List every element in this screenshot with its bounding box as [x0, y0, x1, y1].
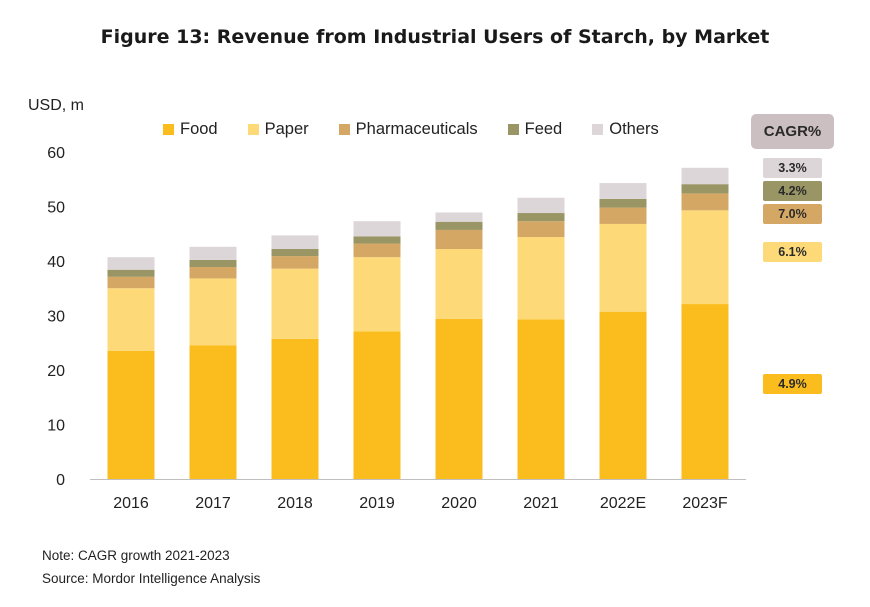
- bar-segment-pharmaceuticals: [681, 193, 729, 211]
- x-tick-label: 2021: [523, 495, 559, 512]
- legend-swatch: [247, 124, 259, 135]
- x-tick-label: 2022E: [600, 495, 646, 512]
- y-tick-label: 10: [47, 418, 65, 435]
- y-tick-label: 60: [47, 145, 65, 162]
- bar-segment-paper: [353, 257, 401, 332]
- bar-segment-paper: [681, 210, 729, 305]
- y-tick-label: 50: [47, 200, 65, 217]
- bar-segment-pharmaceuticals: [271, 256, 319, 269]
- bar-segment-others: [107, 257, 155, 270]
- bar-segment-feed: [353, 236, 401, 244]
- bar-segment-paper: [599, 223, 647, 312]
- legend-label: Others: [609, 120, 659, 138]
- bar-segment-paper: [107, 288, 155, 351]
- y-tick-label: 0: [56, 472, 65, 489]
- bar-segment-paper: [517, 237, 565, 320]
- bar-segment-food: [599, 311, 647, 479]
- legend-item-food: Food: [163, 120, 218, 139]
- bar-segment-paper: [189, 278, 237, 346]
- bar-segment-paper: [271, 268, 319, 339]
- legend-label: Food: [180, 120, 218, 138]
- bar-segment-pharmaceuticals: [517, 221, 565, 238]
- y-tick-label: 20: [47, 363, 65, 380]
- legend: Food Paper Pharmaceuticals Feed Others: [163, 120, 659, 139]
- x-tick-label: 2020: [441, 495, 477, 512]
- bar-segment-food: [107, 350, 155, 479]
- bar-segment-feed: [189, 259, 237, 267]
- x-tick-label: 2018: [277, 495, 313, 512]
- legend-swatch: [507, 124, 519, 135]
- legend-item-pharmaceuticals: Pharmaceuticals: [338, 120, 478, 139]
- bar-segment-feed: [271, 249, 319, 257]
- legend-swatch: [163, 124, 174, 135]
- x-tick-label: 2017: [195, 495, 231, 512]
- bar-segment-pharmaceuticals: [435, 229, 483, 250]
- bar-segment-others: [271, 235, 319, 250]
- cagr-badge-paper: 6.1%: [763, 242, 822, 262]
- legend-item-others: Others: [592, 120, 659, 139]
- bar-segment-food: [271, 338, 319, 479]
- legend-swatch: [338, 124, 350, 135]
- bar-segment-food: [517, 319, 565, 479]
- legend-item-paper: Paper: [247, 120, 309, 139]
- cagr-badge-feed: 4.2%: [763, 181, 822, 201]
- legend-item-feed: Feed: [507, 120, 563, 139]
- cagr-badge-others: 3.3%: [763, 158, 822, 178]
- x-tick-label: 2019: [359, 495, 395, 512]
- bar-segment-others: [599, 183, 647, 199]
- bar-segment-pharmaceuticals: [189, 266, 237, 279]
- bar-segment-feed: [681, 184, 729, 194]
- legend-label: Paper: [264, 120, 309, 138]
- legend-label: Feed: [524, 120, 563, 138]
- bar-segment-pharmaceuticals: [599, 207, 647, 224]
- bar-segment-others: [353, 221, 401, 237]
- y-axis-unit-label: USD, m: [28, 97, 84, 114]
- cagr-header: CAGR%: [751, 114, 834, 149]
- bar-segment-paper: [435, 249, 483, 319]
- bar-segment-others: [435, 212, 483, 222]
- bar-segment-food: [681, 304, 729, 479]
- chart-title: Figure 13: Revenue from Industrial Users…: [100, 26, 770, 48]
- cagr-badge-food: 4.9%: [763, 374, 822, 394]
- bar-segment-others: [189, 246, 237, 260]
- bar-segment-feed: [107, 269, 155, 277]
- chart-source: Source: Mordor Intelligence Analysis: [42, 571, 261, 586]
- y-tick-label: 40: [47, 254, 65, 271]
- chart-note: Note: CAGR growth 2021-2023: [42, 548, 230, 563]
- bar-segment-feed: [517, 213, 565, 222]
- bar-segment-feed: [599, 198, 647, 208]
- y-tick-label: 30: [47, 309, 65, 326]
- bar-segment-others: [517, 197, 565, 214]
- bar-segment-food: [189, 345, 237, 479]
- bar-segment-others: [681, 167, 729, 185]
- bar-segment-pharmaceuticals: [353, 243, 401, 258]
- bar-segment-pharmaceuticals: [107, 276, 155, 289]
- x-tick-label: 2023F: [682, 495, 728, 512]
- cagr-badge-pharmaceuticals: 7.0%: [763, 204, 822, 224]
- bar-segment-food: [353, 331, 401, 479]
- legend-swatch: [592, 124, 604, 135]
- legend-label: Pharmaceuticals: [355, 120, 478, 138]
- x-tick-label: 2016: [113, 495, 149, 512]
- bar-segment-feed: [435, 221, 483, 230]
- bar-segment-food: [435, 318, 483, 479]
